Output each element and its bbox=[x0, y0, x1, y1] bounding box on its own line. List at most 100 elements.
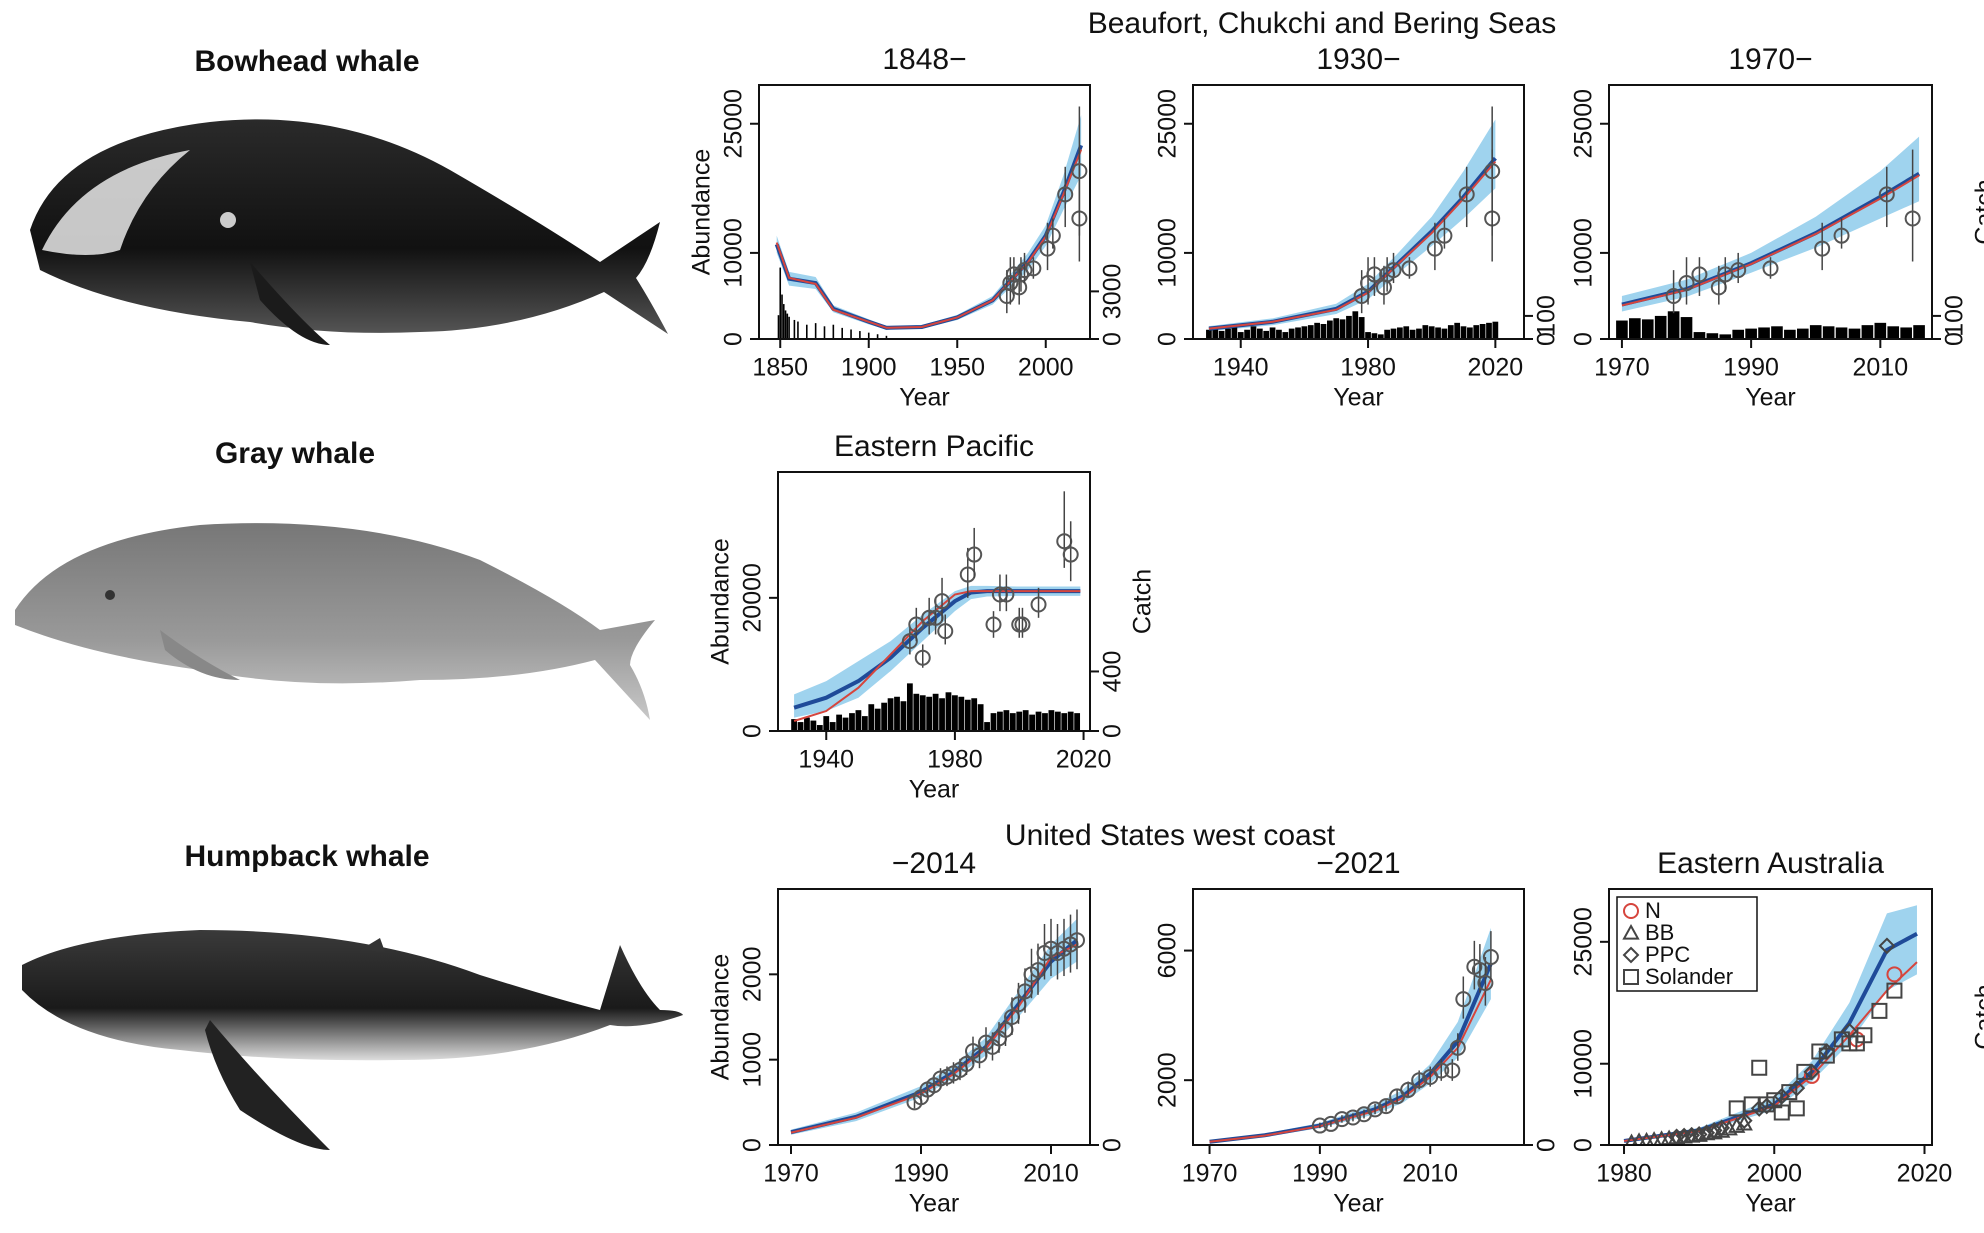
catch-bar bbox=[874, 708, 881, 731]
observation bbox=[1333, 1111, 1350, 1128]
catch-bar bbox=[1693, 332, 1706, 339]
y2-tick-label: 3000 bbox=[1099, 264, 1127, 320]
catch-bar bbox=[1835, 327, 1848, 339]
panel-title: 1970− bbox=[1728, 43, 1812, 76]
x-tick-label: 1980 bbox=[1596, 1160, 1652, 1188]
y-tick-label: 2000 bbox=[1154, 1052, 1182, 1108]
y-tick-label: 0 bbox=[739, 1138, 767, 1152]
observation bbox=[1062, 546, 1079, 563]
plot-area bbox=[1206, 106, 1501, 339]
y-tick-label: 10000 bbox=[1154, 218, 1182, 288]
bowhead-illustration bbox=[30, 119, 668, 345]
y-tick-label: 20000 bbox=[739, 563, 767, 633]
y-tick-label: 1000 bbox=[739, 1032, 767, 1088]
plot-frame bbox=[1608, 888, 1933, 1146]
catch-bar bbox=[894, 696, 900, 731]
observation bbox=[1878, 937, 1896, 955]
catch-bar bbox=[1428, 326, 1435, 339]
catch-bar bbox=[1616, 320, 1628, 339]
catch-bar bbox=[829, 722, 836, 731]
catch-bar bbox=[1003, 710, 1010, 731]
panel-title: 1930− bbox=[1316, 43, 1400, 76]
catch-bar bbox=[1212, 327, 1219, 339]
catch-bar bbox=[1326, 320, 1333, 339]
catch-bar bbox=[1390, 328, 1397, 339]
observation bbox=[1766, 1092, 1783, 1109]
legend-marker bbox=[1623, 903, 1639, 919]
catch-bar bbox=[1384, 329, 1391, 339]
y-tick-label: 0 bbox=[1570, 1138, 1598, 1152]
catch-bar bbox=[1629, 318, 1641, 339]
humpback-illustration bbox=[22, 930, 683, 1150]
y2-tick-label: 400 bbox=[1099, 651, 1127, 693]
observation bbox=[998, 586, 1015, 603]
catch-bar bbox=[868, 704, 875, 731]
confidence-band bbox=[791, 918, 1077, 1135]
catch-bar bbox=[906, 683, 913, 731]
x-axis-label: Year bbox=[1745, 384, 1796, 412]
observation bbox=[1471, 962, 1488, 979]
catch-bar bbox=[945, 692, 952, 731]
observation bbox=[1311, 1117, 1328, 1134]
catch-bar bbox=[1441, 328, 1448, 339]
catch-bar bbox=[1416, 328, 1422, 339]
y-tick-label: 6000 bbox=[1154, 923, 1182, 979]
observation bbox=[1482, 949, 1499, 966]
legend-label: Solander bbox=[1645, 964, 1733, 989]
catch-bar bbox=[823, 716, 830, 731]
catch-bar bbox=[1796, 328, 1809, 339]
y2-tick-label: 0 bbox=[1099, 724, 1127, 738]
plot-area bbox=[774, 106, 1088, 339]
y-tick-label: 25000 bbox=[1154, 89, 1182, 159]
x-axis-label: Year bbox=[899, 384, 950, 412]
catch-bar bbox=[977, 704, 984, 731]
y2-axis-label: Catch bbox=[1971, 179, 1984, 244]
observation bbox=[1886, 982, 1903, 999]
x-tick-label: 1970 bbox=[1594, 354, 1650, 382]
y-tick-label: 0 bbox=[739, 724, 767, 738]
model-fit bbox=[790, 943, 1078, 1134]
panel-title: Eastern Australia bbox=[1657, 847, 1884, 880]
x-tick-label: 1900 bbox=[841, 354, 897, 382]
catch-bar bbox=[926, 696, 933, 731]
y-tick-label: 25000 bbox=[1570, 89, 1598, 159]
catch-bar bbox=[1822, 326, 1835, 339]
observation bbox=[1758, 1096, 1775, 1113]
observation bbox=[1668, 1128, 1686, 1145]
observation bbox=[1705, 1121, 1723, 1139]
observation bbox=[937, 623, 954, 640]
catch-bar bbox=[779, 267, 782, 339]
x-tick-label: 1940 bbox=[1213, 354, 1269, 382]
catch-bar bbox=[797, 321, 799, 339]
catch-bar bbox=[1067, 711, 1074, 731]
plot-frame bbox=[1608, 84, 1933, 340]
y2-tick-label: 0 bbox=[1533, 1138, 1561, 1152]
x-tick-label: 2000 bbox=[1018, 354, 1074, 382]
catch-bar bbox=[1771, 326, 1783, 339]
catch-bar bbox=[1333, 318, 1340, 339]
x-tick-label: 2010 bbox=[1853, 354, 1909, 382]
catch-bar bbox=[1874, 322, 1887, 339]
confidence-band bbox=[794, 585, 1081, 718]
observation bbox=[908, 616, 925, 633]
gray-illustration bbox=[15, 523, 655, 720]
plot-frame bbox=[777, 471, 1091, 732]
x-tick-label: 2020 bbox=[1056, 746, 1112, 774]
catch-bar bbox=[1029, 714, 1035, 731]
observation bbox=[1743, 1096, 1760, 1113]
y-tick-label: 25000 bbox=[1570, 907, 1598, 977]
catch-bar bbox=[861, 716, 868, 731]
observation bbox=[1811, 1043, 1828, 1060]
catch-bar bbox=[1719, 334, 1732, 339]
observation bbox=[1458, 186, 1475, 203]
catch-bar bbox=[913, 693, 920, 731]
x-axis-label: Year bbox=[1333, 384, 1384, 412]
observation bbox=[1016, 262, 1033, 279]
catch-bar bbox=[1263, 330, 1270, 339]
catch-bar bbox=[900, 701, 907, 731]
x-tick-label: 1990 bbox=[1292, 1160, 1348, 1188]
x-tick-label: 1980 bbox=[927, 746, 983, 774]
catch-bar bbox=[1784, 329, 1796, 339]
group-title: United States west coast bbox=[1005, 819, 1336, 852]
catch-bar bbox=[1447, 325, 1454, 339]
